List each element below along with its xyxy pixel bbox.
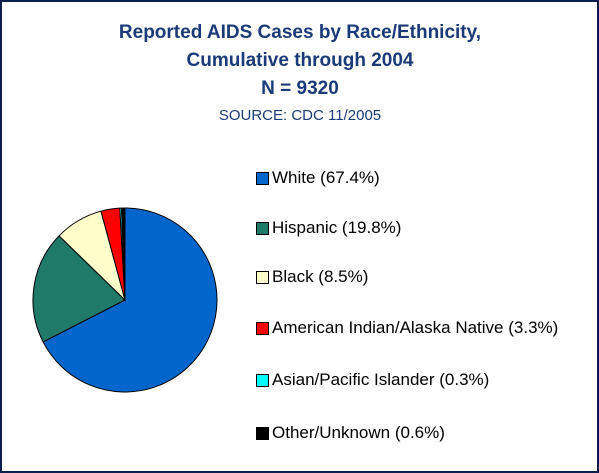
pie-slice [32, 235, 126, 343]
legend-label: Hispanic (19.8%) [272, 218, 402, 237]
chart-title: Cumulative through 2004 [187, 50, 414, 71]
legend-label: White (67.4%) [272, 168, 380, 187]
legend-item: American Indian/Alaska Native (3.3%) [256, 318, 586, 338]
legend-label: Asian/Pacific Islander (0.3%) [272, 370, 490, 389]
legend-item: White (67.4%) [256, 168, 586, 188]
legend-item: Other/Unknown (0.6%) [256, 423, 586, 443]
legend-swatch [256, 222, 269, 235]
legend-item: Hispanic (19.8%) [256, 218, 586, 238]
chart-title: N = 9320 [261, 78, 339, 99]
pie-slice [121, 207, 126, 301]
legend-item: Black (8.5%) [256, 267, 586, 287]
legend-swatch [256, 322, 269, 335]
legend-swatch [256, 374, 269, 387]
chart-title: Reported AIDS Cases by Race/Ethnicity, [119, 22, 481, 43]
legend-label: Black (8.5%) [272, 267, 369, 286]
legend-item: Asian/Pacific Islander (0.3%) [256, 370, 586, 390]
chart-subtitle: SOURCE: CDC 11/2005 [219, 107, 381, 124]
legend-label: American Indian/Alaska Native (3.3%) [272, 318, 559, 337]
legend-swatch [256, 172, 269, 185]
legend-label: Other/Unknown (0.6%) [272, 423, 445, 442]
legend-swatch [256, 271, 269, 284]
legend-swatch [256, 427, 269, 440]
pie-slice [42, 207, 218, 393]
